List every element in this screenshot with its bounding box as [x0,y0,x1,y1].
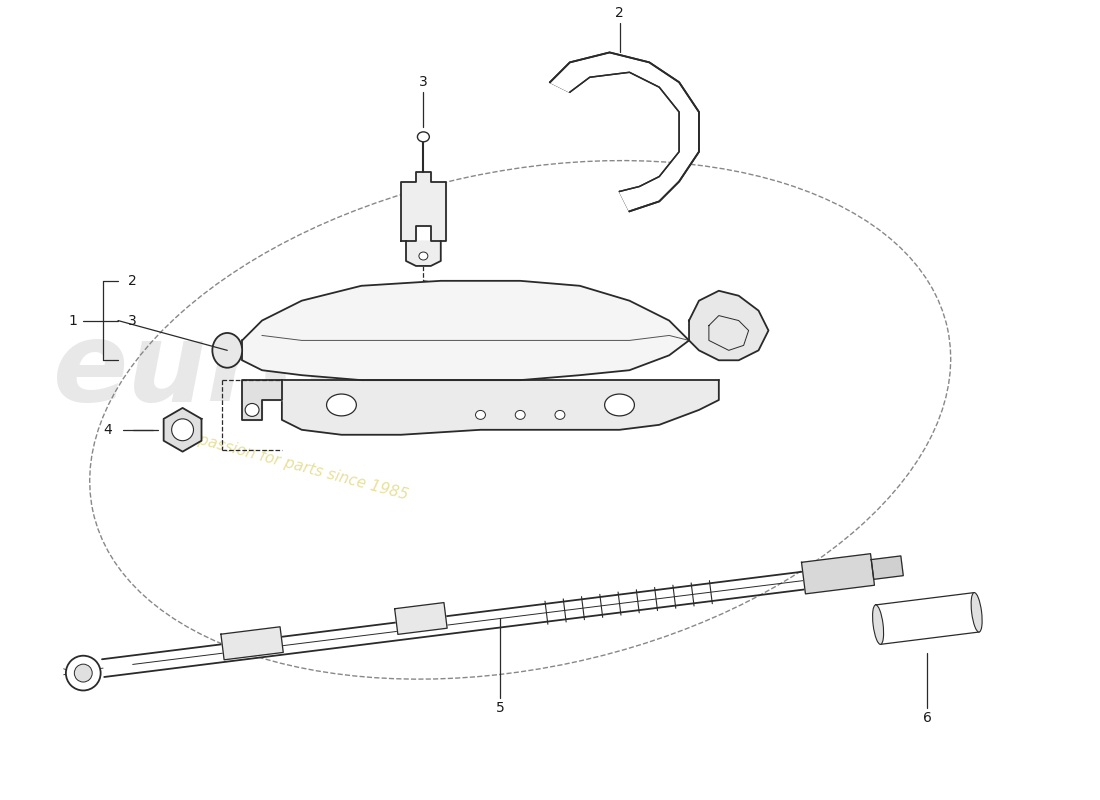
Ellipse shape [245,403,258,416]
Polygon shape [402,171,446,241]
Polygon shape [242,281,689,380]
Polygon shape [802,554,874,594]
Ellipse shape [872,605,883,644]
Ellipse shape [75,664,92,682]
Polygon shape [282,380,718,434]
Text: 1: 1 [69,314,78,327]
Ellipse shape [971,593,982,632]
Text: 4: 4 [103,422,112,437]
Polygon shape [221,626,283,660]
Ellipse shape [419,252,428,260]
Ellipse shape [475,410,485,419]
Text: 3: 3 [128,314,136,327]
Polygon shape [242,380,282,420]
Polygon shape [550,53,698,211]
Polygon shape [164,408,201,452]
Polygon shape [395,602,447,634]
Polygon shape [876,593,979,644]
Polygon shape [689,290,769,360]
Text: euro: euro [54,317,339,424]
Text: 3: 3 [419,75,428,90]
Polygon shape [871,556,903,579]
Ellipse shape [515,410,525,419]
Ellipse shape [605,394,635,416]
Text: 6: 6 [923,710,932,725]
Text: 5: 5 [496,701,505,715]
Ellipse shape [212,333,242,368]
Polygon shape [406,241,441,266]
Ellipse shape [417,132,429,142]
Ellipse shape [327,394,356,416]
Ellipse shape [556,410,565,419]
Text: 2: 2 [128,274,136,288]
Ellipse shape [66,656,100,690]
Text: a passion for parts since 1985: a passion for parts since 1985 [183,428,409,502]
Text: 2: 2 [615,6,624,20]
Ellipse shape [172,419,194,441]
